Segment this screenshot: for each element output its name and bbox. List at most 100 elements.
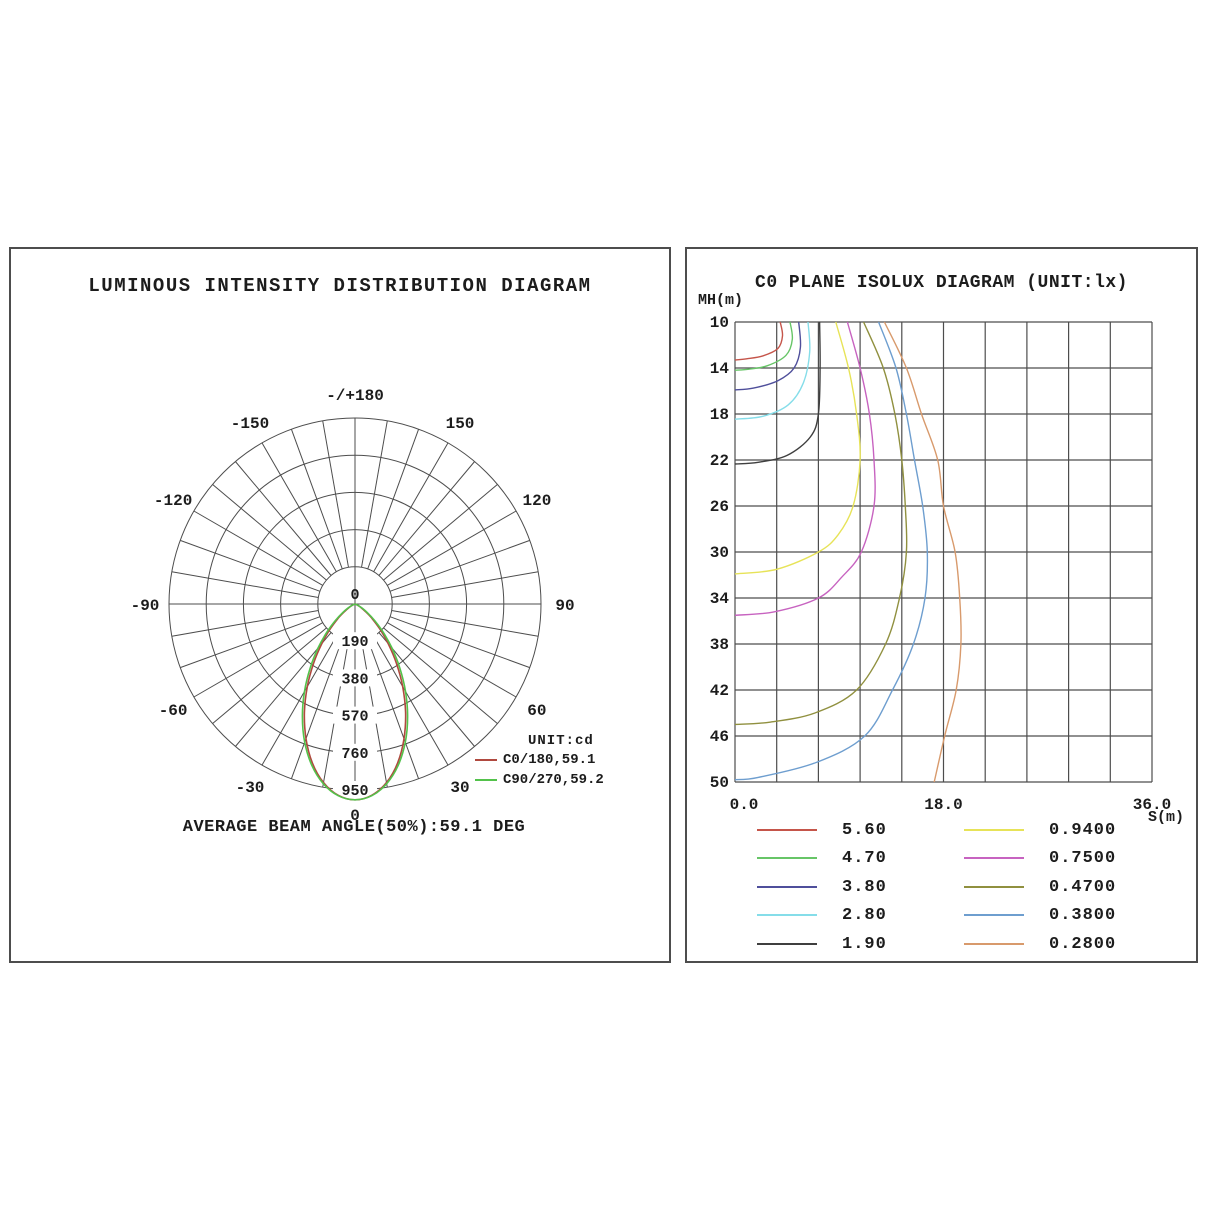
isolux-curve-0.7500 <box>734 321 876 616</box>
legend-value: 0.2800 <box>1049 934 1117 954</box>
legend-line-sample <box>964 857 1024 859</box>
y-axis-name: MH(m) <box>698 292 744 309</box>
radial-label-mask <box>333 781 377 798</box>
polar-spoke <box>367 638 420 779</box>
left-panel-title: LUMINOUS INTENSITY DISTRIBUTION DIAGRAM <box>88 275 592 297</box>
legend-line-sample <box>757 829 817 831</box>
isolux-curve-2.80 <box>734 321 811 420</box>
isolux-curve-1.90 <box>734 321 821 465</box>
y-tick-label: 14 <box>710 360 730 378</box>
legend-line-sample <box>757 914 817 916</box>
polar-spoke <box>383 484 498 581</box>
x-tick-label: 18.0 <box>924 796 962 814</box>
angle-tick-label: -60 <box>159 702 188 720</box>
polar-spoke <box>212 627 327 724</box>
isolux-legend-row: 0.3800 <box>964 905 1116 925</box>
radial-tick-label: 950 <box>341 783 368 800</box>
isolux-legend-row: 5.60 <box>757 820 887 840</box>
angle-tick-label: 30 <box>450 779 469 797</box>
x-tick-label: 0.0 <box>730 796 759 814</box>
polar-spoke <box>383 627 498 724</box>
legend-line-sample <box>964 829 1024 831</box>
legend-line-sample <box>964 886 1024 888</box>
isolux-legend-row: 1.90 <box>757 934 887 954</box>
polar-legend-row: C0/180,59.1 <box>475 752 595 768</box>
polar-spoke <box>386 510 517 586</box>
polar-spoke <box>180 616 321 669</box>
polar-legend-unit: UNIT:cd <box>528 733 594 749</box>
y-tick-label: 22 <box>710 452 729 470</box>
polar-spoke <box>386 622 517 698</box>
radial-label-mask <box>333 743 377 761</box>
radial-tick-label: 570 <box>341 709 368 726</box>
angle-tick-label: 90 <box>555 597 574 615</box>
polar-spoke <box>391 571 539 598</box>
legend-value: 0.9400 <box>1049 820 1117 840</box>
polar-spoke <box>378 632 475 747</box>
legend-line-sample <box>757 943 817 945</box>
y-tick-label: 30 <box>710 544 729 562</box>
legend-line-sample <box>964 914 1024 916</box>
polar-spoke <box>290 638 343 779</box>
x-axis-name: S(m) <box>1148 809 1185 826</box>
polar-spoke <box>171 571 319 598</box>
polar-curve-C90/270,59.2 <box>301 603 409 801</box>
y-tick-label: 38 <box>710 636 729 654</box>
polar-legend-row: C90/270,59.2 <box>475 772 604 788</box>
polar-spoke <box>235 461 332 576</box>
isolux-curve-3.80 <box>734 321 802 391</box>
polar-spoke <box>373 635 449 766</box>
polar-spoke <box>235 632 332 747</box>
angle-tick-label: 60 <box>527 702 546 720</box>
legend-line-sample <box>964 943 1024 945</box>
isolux-curve-0.9400 <box>734 321 861 575</box>
polar-spoke <box>322 420 349 568</box>
y-tick-label: 26 <box>710 498 729 516</box>
legend-value: 3.80 <box>842 877 887 897</box>
angle-tick-label: 150 <box>446 415 475 433</box>
angle-tick-label: 0 <box>350 807 360 825</box>
polar-center-label: 0 <box>350 587 359 604</box>
radial-tick-label: 190 <box>341 634 368 651</box>
legend-value: 0.3800 <box>1049 905 1117 925</box>
polar-spoke <box>180 539 321 592</box>
polar-spoke <box>361 420 388 568</box>
y-tick-label: 50 <box>710 774 729 792</box>
polar-spoke <box>367 429 420 570</box>
radial-label-mask <box>333 632 377 650</box>
polar-spoke <box>261 442 337 573</box>
isolux-curve-5.60 <box>734 321 784 361</box>
y-tick-label: 46 <box>710 728 729 746</box>
angle-tick-label: -30 <box>236 779 265 797</box>
polar-spoke <box>389 616 530 669</box>
polar-spoke <box>391 610 539 637</box>
polar-spoke <box>193 622 324 698</box>
polar-chart-svg: 0 30 60 90 120 150 -/+180 -30 -60 -90 -120 -150 190 3… <box>131 387 575 825</box>
legend-line-sample-c90 <box>475 779 497 781</box>
polar-spoke <box>261 635 337 766</box>
isolux-legend-row: 0.4700 <box>964 877 1116 897</box>
beam-angle-footer: AVERAGE BEAM ANGLE(50%):59.1 DEG <box>182 818 526 837</box>
polar-spoke <box>373 442 449 573</box>
isolux-curve-0.4700 <box>734 321 908 726</box>
right-panel-title: C0 PLANE ISOLUX DIAGRAM (UNIT:lx) <box>755 273 1128 293</box>
isolux-chart-svg: 10 14 18 22 26 30 34 38 42 46 500.0 18.0 36.0 <box>710 314 1171 814</box>
y-tick-label: 18 <box>710 406 729 424</box>
x-tick-label: 36.0 <box>1133 796 1171 814</box>
legend-line-sample <box>757 857 817 859</box>
isolux-legend-row: 0.2800 <box>964 934 1116 954</box>
y-tick-label: 34 <box>710 590 730 608</box>
isolux-curves <box>734 321 962 783</box>
isolux-legend-row: 0.9400 <box>964 820 1116 840</box>
polar-spoke <box>171 610 319 637</box>
isolux-legend-row: 4.70 <box>757 848 887 868</box>
angle-tick-label: -150 <box>231 415 269 433</box>
angle-tick-label: -/+180 <box>326 387 384 405</box>
legend-value: 0.7500 <box>1049 848 1117 868</box>
polar-spoke <box>290 429 343 570</box>
isolux-curve-0.3800 <box>734 321 929 781</box>
radial-tick-label: 380 <box>341 671 368 688</box>
polar-spoke <box>212 484 327 581</box>
angle-tick-label: -120 <box>154 492 192 510</box>
polar-spoke <box>378 461 475 576</box>
